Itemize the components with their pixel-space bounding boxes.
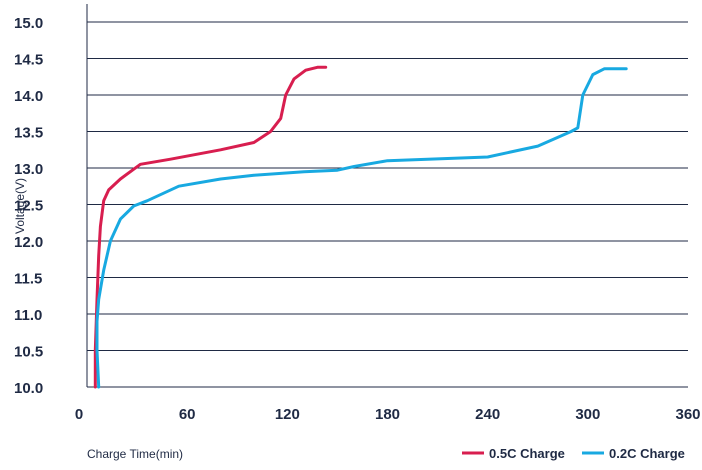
y-tick-label: 14.5 <box>14 51 43 68</box>
y-tick-label: 13.5 <box>14 124 43 141</box>
x-tick-label: 120 <box>275 406 300 423</box>
y-tick-label: 11.0 <box>14 307 42 324</box>
y-axis-title: Voltage(V) <box>13 178 27 234</box>
y-tick-label: 15.0 <box>14 15 43 32</box>
y-tick-label: 14.0 <box>14 88 43 105</box>
axes <box>86 4 688 388</box>
series-line-fifth-c <box>95 67 628 389</box>
y-tick-label: 11.5 <box>14 270 42 287</box>
x-tick-label: 240 <box>475 406 500 423</box>
legend: 0.5C Charge 0.2C Charge <box>462 446 685 461</box>
tick-labels: 10.0 10.5 11.0 11.5 12.0 12.5 13.0 13.5 14.0 14.5… <box>14 15 701 423</box>
y-tick-label: 10.5 <box>14 343 43 360</box>
x-tick-label: 300 <box>575 406 600 423</box>
legend-label: 0.5C Charge <box>489 446 565 461</box>
legend-label: 0.2C Charge <box>609 446 685 461</box>
x-tick-label: 60 <box>179 406 196 423</box>
y-tick-label: 12.5 <box>14 197 43 214</box>
series-line-half-c <box>93 65 328 389</box>
grid-lines <box>87 21 688 351</box>
x-tick-label: 0 <box>75 406 83 423</box>
series-lines <box>93 65 628 389</box>
y-tick-label: 12.0 <box>14 234 43 251</box>
x-axis-title: Charge Time(min) <box>87 447 183 461</box>
y-tick-label: 10.0 <box>14 380 43 397</box>
x-tick-label: 180 <box>375 406 400 423</box>
y-tick-label: 13.0 <box>14 161 43 178</box>
x-tick-label: 360 <box>675 406 700 423</box>
